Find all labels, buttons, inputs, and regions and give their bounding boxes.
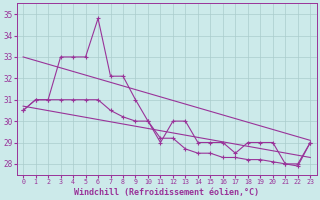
X-axis label: Windchill (Refroidissement éolien,°C): Windchill (Refroidissement éolien,°C) bbox=[74, 188, 259, 197]
